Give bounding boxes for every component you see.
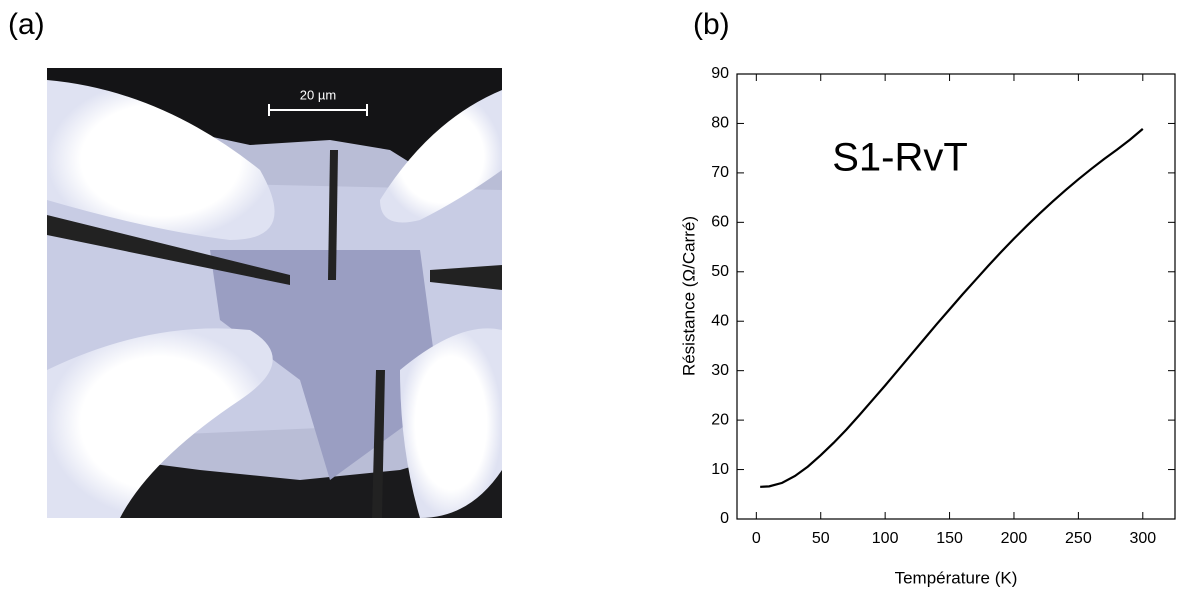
x-tick-label: 300 <box>1129 530 1156 547</box>
y-tick-label: 90 <box>711 65 729 82</box>
plot-frame <box>736 73 1176 520</box>
panel-label: (b) <box>693 8 730 41</box>
y-tick-label: 10 <box>711 461 729 478</box>
x-tick-label: 150 <box>936 530 963 547</box>
y-tick-label: 20 <box>711 411 729 428</box>
micrograph <box>47 68 502 518</box>
x-tick-label: 0 <box>752 530 761 547</box>
panel-label: (a) <box>8 8 45 41</box>
y-tick-label: 0 <box>720 510 729 527</box>
x-tick-label: 200 <box>1001 530 1028 547</box>
y-axis-label: Résistance (Ω/Carré) <box>679 216 698 376</box>
y-tick-label: 60 <box>711 214 729 231</box>
y-tick-label: 70 <box>711 164 729 181</box>
annotation: S1-RvT <box>832 136 968 180</box>
x-tick-label: 250 <box>1065 530 1092 547</box>
x-tick-label: 100 <box>872 530 899 547</box>
y-tick-label: 30 <box>711 362 729 379</box>
data-line <box>760 128 1144 488</box>
scale-bar-label: 20 µm <box>300 87 336 102</box>
y-tick-label: 50 <box>711 263 729 280</box>
x-axis-label: Température (K) <box>895 568 1018 587</box>
x-tick-label: 50 <box>812 530 830 547</box>
y-tick-label: 40 <box>711 312 729 329</box>
y-tick-label: 80 <box>711 115 729 132</box>
